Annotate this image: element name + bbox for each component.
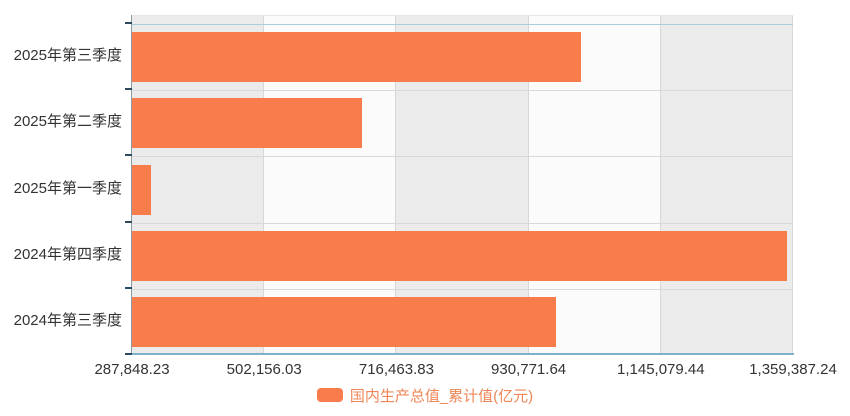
legend-label: 国内生产总值_累计值(亿元) [349,387,534,405]
y-axis-tick [125,286,132,289]
y-axis-label: 2024年第四季度 [13,245,122,263]
plot-area [132,15,793,355]
row-separator [132,222,793,224]
bar-2024年第三季度[interactable] [132,296,556,347]
y-axis-label: 2025年第一季度 [13,179,122,197]
x-axis-tick-label: 930,771.64 [491,361,567,378]
row-separator [132,90,793,92]
bar-2025年第二季度[interactable] [132,98,362,149]
background-band [660,16,793,355]
gridline-vertical [659,16,661,355]
x-axis-tick-label: 1,145,079.44 [617,361,705,378]
gridline-vertical [395,16,397,355]
bar-2025年第一季度[interactable] [132,164,151,215]
x-axis-tick-label: 1,359,387.24 [749,361,837,378]
y-axis-tick [125,88,132,91]
x-axis-tick-label: 502,156.03 [226,361,302,378]
row-separator [132,288,793,290]
legend-swatch [316,388,343,402]
y-axis-line [131,15,132,354]
y-axis-tick [125,154,132,157]
y-axis-tick [125,220,132,223]
y-axis-tick [125,22,132,24]
plot-inner-top-line [132,24,793,25]
gridline-vertical [527,16,529,355]
y-axis-label: 2025年第三季度 [13,47,122,65]
bar-2024年第四季度[interactable] [132,230,787,281]
bar-2025年第三季度[interactable] [132,32,581,83]
gridline-vertical [792,16,793,355]
x-axis-tick-label: 287,848.23 [94,361,170,378]
x-axis-tick-label: 716,463.83 [358,361,434,378]
y-axis-tick [125,353,132,355]
x-axis-line [129,353,794,355]
gridline-vertical [263,16,265,355]
legend-item-gdp[interactable]: 国内生产总值_累计值(亿元) [0,384,850,406]
row-separator [132,156,793,158]
y-axis-label: 2025年第二季度 [13,113,122,131]
y-axis-label: 2024年第三季度 [13,311,122,329]
